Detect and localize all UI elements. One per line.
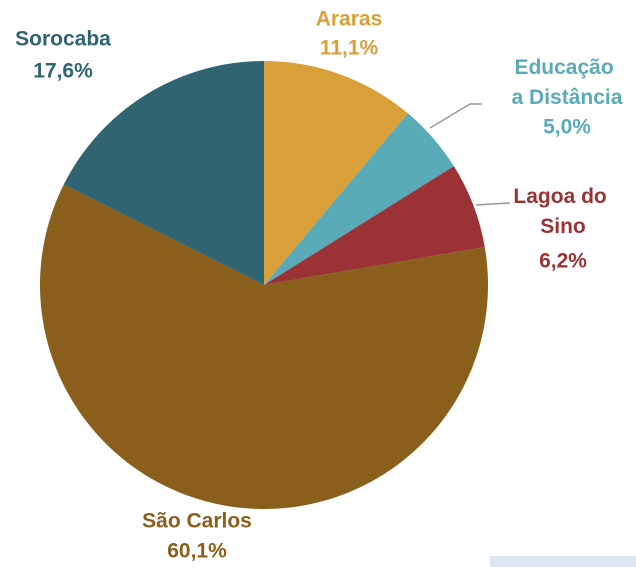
value-label: 5,0% — [543, 116, 591, 139]
pie-slice — [264, 61, 408, 285]
decoration — [490, 556, 636, 567]
pie-slice — [264, 166, 485, 285]
pie-slice — [63, 61, 264, 285]
pie-slice — [264, 113, 454, 285]
slice-label: Lagoa do Sino — [513, 185, 612, 238]
value-label: 6,2% — [539, 250, 587, 273]
slice-label: Sorocaba — [15, 28, 111, 51]
leader-line — [429, 103, 482, 129]
pie-slice — [39, 184, 489, 509]
leader-line — [475, 202, 511, 206]
value-label: 17,6% — [33, 60, 93, 83]
slice-label: Araras — [316, 8, 383, 31]
slice-label: São Carlos — [142, 510, 252, 533]
value-label: 60,1% — [167, 540, 227, 563]
value-label: 11,1% — [320, 37, 379, 60]
slice-label: Educação a Distância — [512, 56, 623, 109]
